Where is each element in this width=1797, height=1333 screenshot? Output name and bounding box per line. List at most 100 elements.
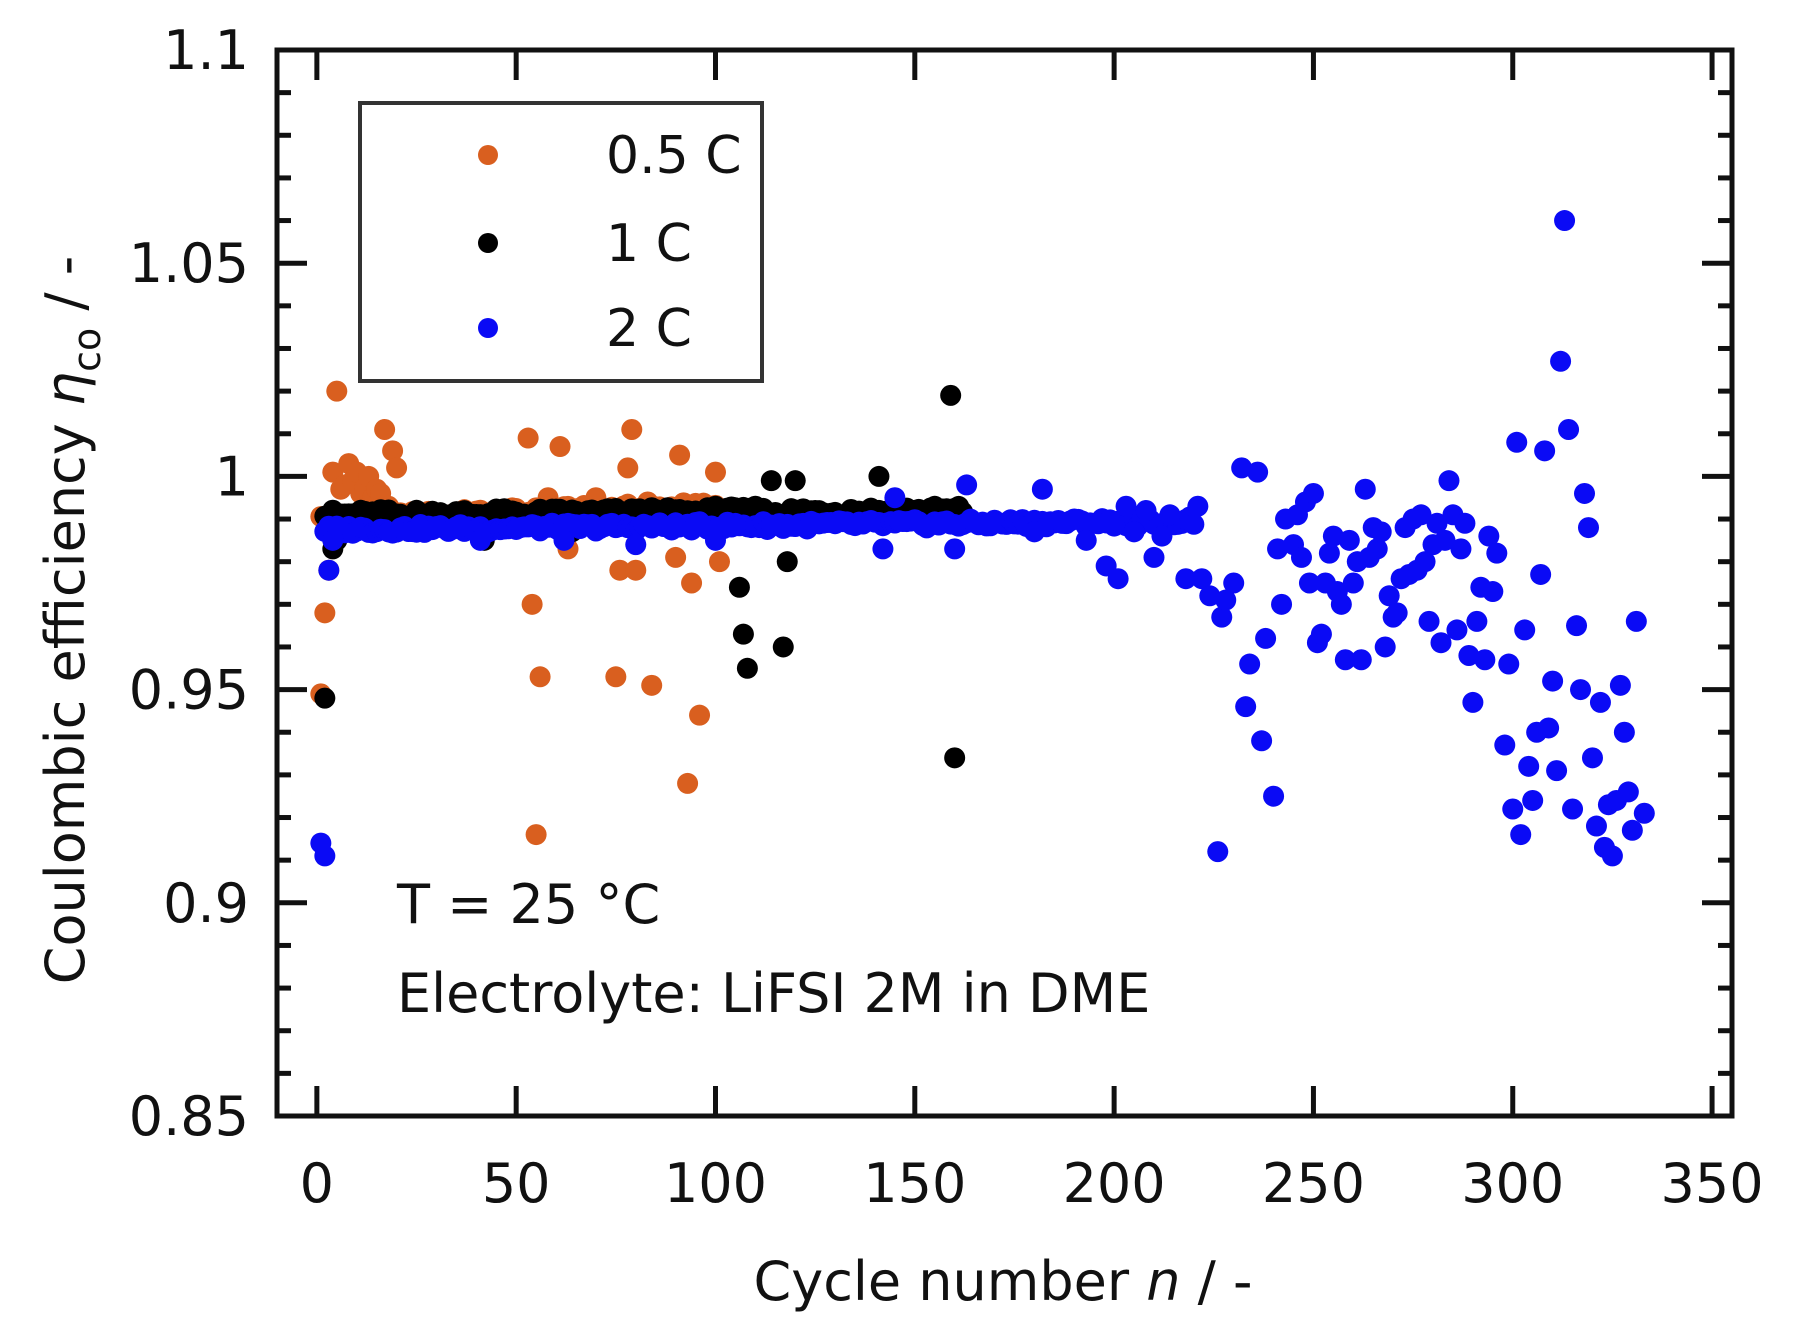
data-point [1474, 649, 1496, 671]
data-point [1486, 542, 1508, 564]
data-point [1330, 593, 1352, 615]
data-point [621, 418, 643, 440]
data-point [1581, 747, 1603, 769]
data-point [553, 529, 575, 551]
data-point [872, 538, 894, 560]
x-tick-label: 250 [1262, 1152, 1365, 1215]
data-point [728, 576, 750, 598]
data-point [1115, 495, 1137, 517]
data-point [1338, 529, 1360, 551]
data-point [1239, 653, 1261, 675]
data-point [1454, 512, 1476, 534]
data-point [1386, 602, 1408, 624]
data-point [1031, 478, 1053, 500]
data-point [1466, 610, 1488, 632]
data-point [784, 470, 806, 492]
data-point [1494, 734, 1516, 756]
data-point [1574, 482, 1596, 504]
data-point [1410, 504, 1432, 526]
data-point [1621, 819, 1643, 841]
data-point [525, 824, 547, 846]
data-point [1322, 525, 1344, 547]
data-point [1366, 538, 1388, 560]
data-point [744, 495, 766, 517]
data-point [944, 538, 966, 560]
y-axis-title: Coulombic efficiency ηco / - [34, 256, 109, 985]
data-point [669, 444, 691, 466]
data-point [1502, 798, 1524, 820]
data-point [1378, 585, 1400, 607]
y-tick-label: 0.85 [129, 1085, 249, 1148]
data-point [1302, 482, 1324, 504]
data-point [1446, 619, 1468, 641]
data-point [1199, 585, 1221, 607]
data-point [1334, 649, 1356, 671]
data-point [1310, 623, 1332, 645]
data-point [1554, 210, 1576, 232]
data-point [1562, 798, 1584, 820]
data-point [1151, 525, 1173, 547]
data-point [1271, 593, 1293, 615]
data-point [326, 380, 348, 402]
data-point [1235, 696, 1257, 718]
x-tick-label: 150 [863, 1152, 966, 1215]
legend-marker-2c [478, 318, 498, 338]
data-point [1075, 529, 1097, 551]
data-point [318, 559, 340, 581]
x-tick-label: 100 [664, 1152, 767, 1215]
annotation-electrolyte: Electrolyte: LiFSI 2M in DME [397, 962, 1150, 1025]
data-point [1546, 760, 1568, 782]
series-2-c [310, 210, 1655, 867]
data-point [1522, 789, 1544, 811]
data-point [760, 470, 782, 492]
data-point [1498, 653, 1520, 675]
data-point [1223, 572, 1245, 594]
data-point [1354, 478, 1376, 500]
data-point [1577, 517, 1599, 539]
data-point [1601, 845, 1623, 867]
data-point [940, 384, 962, 406]
data-point [1207, 841, 1229, 863]
data-point [1159, 504, 1181, 526]
data-point [704, 529, 726, 551]
data-point [1478, 525, 1500, 547]
data-point [1633, 802, 1655, 824]
data-point [1215, 589, 1237, 611]
legend-label-1c: 1 C [606, 214, 692, 274]
data-point [1123, 521, 1145, 543]
legend-label-2c: 2 C [606, 299, 692, 359]
data-point [1530, 563, 1552, 585]
data-point [1538, 717, 1560, 739]
data-point [1187, 495, 1209, 517]
data-point [677, 772, 699, 794]
data-point [469, 529, 491, 551]
legend-marker-1c [478, 233, 498, 253]
data-point [1183, 513, 1205, 535]
x-tick-label: 50 [482, 1152, 551, 1215]
data-point [1617, 781, 1639, 803]
data-point [314, 602, 336, 624]
data-point [732, 623, 754, 645]
y-tick-label: 1 [215, 445, 249, 508]
y-axis-title-group: Coulombic efficiency ηco / - [34, 256, 109, 985]
data-point [1318, 542, 1340, 564]
data-point [1482, 581, 1504, 603]
data-point [1290, 546, 1312, 568]
data-point [625, 559, 647, 581]
data-point [374, 418, 396, 440]
x-tick-label: 0 [300, 1152, 334, 1215]
data-point [517, 427, 539, 449]
data-point [1370, 521, 1392, 543]
legend-box [358, 101, 764, 383]
data-point [1267, 538, 1289, 560]
data-point [386, 457, 408, 479]
data-point [1558, 418, 1580, 440]
data-point [1566, 615, 1588, 637]
data-point [1438, 470, 1460, 492]
data-point [665, 546, 687, 568]
data-point [1191, 568, 1213, 590]
data-point [1609, 674, 1631, 696]
data-point [1542, 670, 1564, 692]
data-point [1426, 512, 1448, 534]
series-0-5-c [310, 380, 730, 846]
